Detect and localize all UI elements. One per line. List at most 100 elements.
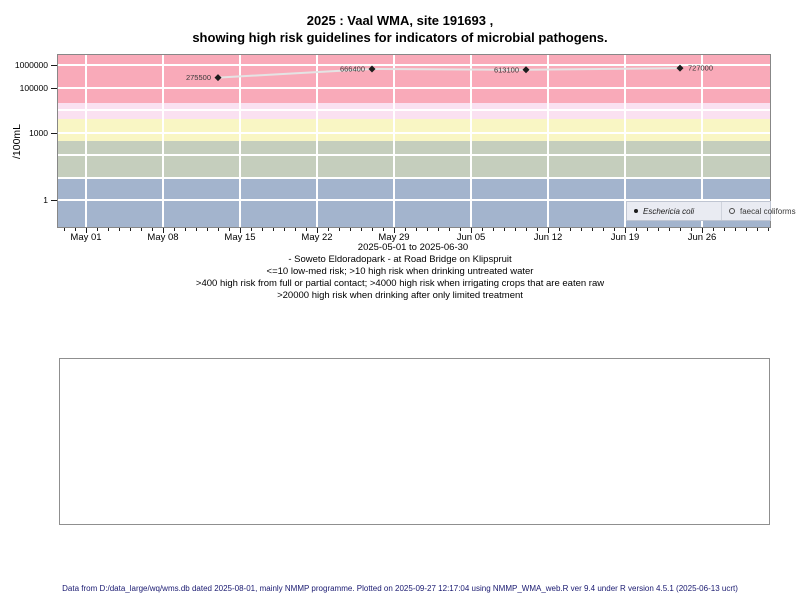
x-minor-tick [174,228,175,231]
x-minor-tick [680,228,681,231]
data-point-label: 613100 [494,65,519,74]
x-minor-tick [350,228,351,231]
h-gridline [58,64,770,66]
v-gridline [316,55,318,227]
empty-panel [59,358,770,525]
data-point-diamond [214,74,222,82]
legend-item-faecal-coliforms: faecal coliforms [721,202,796,220]
x-minor-tick [515,228,516,231]
x-minor-tick [372,228,373,231]
x-minor-tick [141,228,142,231]
data-point-label: 666400 [340,64,365,73]
v-gridline [239,55,241,227]
x-tick-label: May 22 [301,232,333,243]
x-minor-tick [735,228,736,231]
x-minor-tick [152,228,153,231]
x-tick-label: Jun 26 [687,232,717,243]
y-tick-mark [51,65,57,66]
x-tick-mark [702,228,703,233]
x-minor-tick [416,228,417,231]
x-tick-mark [548,228,549,233]
risk-band-400020000 [58,103,770,119]
h-gridline [58,131,770,134]
x-minor-tick [383,228,384,231]
data-point-label: 275500 [186,73,211,82]
v-gridline [85,55,87,227]
x-tick-label: May 01 [70,232,102,243]
data-point-diamond [368,65,376,73]
y-tick-mark [51,132,57,134]
x-minor-tick [119,228,120,231]
y-tick-mark [51,200,57,201]
h-gridline [58,154,770,156]
x-minor-tick [218,228,219,231]
v-gridline [393,55,395,227]
x-minor-tick [526,228,527,231]
x-tick-mark [625,228,626,233]
x-minor-tick [284,228,285,231]
x-tick-mark [163,228,164,233]
chart-title: 2025 : Vaal WMA, site 191693 , showing h… [0,12,800,46]
risk-band-20000 [58,55,770,104]
x-tick-label: Jun 05 [456,232,486,243]
v-gridline [470,55,472,227]
x-minor-tick [328,228,329,231]
y-tick-label: 100000 [19,82,48,93]
x-minor-tick [691,228,692,231]
x-minor-tick [207,228,208,231]
x-tick-mark [317,228,318,233]
y-tick-label: 1 [43,195,48,205]
data-point-diamond [522,66,530,74]
filled-dot-icon [634,209,638,213]
h-gridline [58,199,770,201]
x-minor-tick [438,228,439,231]
x-minor-tick [636,228,637,231]
x-minor-tick [251,228,252,231]
x-minor-tick [273,228,274,231]
series-line [217,67,681,79]
x-tick-label: May 29 [378,232,410,243]
x-tick-mark [471,228,472,233]
caption-line: >400 high risk from full or partial cont… [195,278,605,289]
footer-text: Data from D:/data_large/wq/wms.db dated … [62,584,738,593]
x-tick-label: May 08 [147,232,179,243]
caption-line: - Soweto Eldoradopark - at Road Bridge o… [288,254,512,265]
x-minor-tick [405,228,406,231]
y-tick-label: 1000000 [14,60,48,70]
x-minor-tick [229,228,230,231]
x-minor-tick [130,228,131,231]
h-gridline [58,176,770,179]
x-minor-tick [614,228,615,231]
x-minor-tick [724,228,725,231]
data-point-diamond [676,64,684,72]
caption-line: <=10 low-med risk; >10 high risk when dr… [266,266,534,277]
x-minor-tick [592,228,593,231]
h-gridline [58,109,770,111]
plot-area: 275500 666400 613100 727000 /100mL 1000000 1… [11,54,796,243]
x-minor-tick [108,228,109,231]
x-minor-tick [559,228,560,231]
x-minor-tick [603,228,604,231]
x-minor-tick [295,228,296,231]
chart-title-line1: 2025 : Vaal WMA, site 191693 , [306,13,494,28]
legend-label-faecal-coliforms: faecal coliforms [740,206,796,216]
x-tick-mark [240,228,241,233]
x-minor-tick [713,228,714,231]
x-minor-tick [581,228,582,231]
x-minor-tick [658,228,659,231]
x-minor-tick [537,228,538,231]
v-gridline [701,55,703,227]
x-tick-mark [86,228,87,233]
legend: Eschericia coli faecal coliforms [626,201,796,221]
x-minor-tick [647,228,648,231]
risk-band-10400 [58,141,770,178]
y-tick-mark [51,87,57,89]
x-minor-tick [427,228,428,231]
v-gridline [624,55,626,227]
legend-label-eschericia-coli: Eschericia coli [643,206,695,216]
v-gridline [162,55,164,227]
x-minor-tick [493,228,494,231]
x-minor-tick [75,228,76,231]
x-minor-tick [757,228,758,231]
x-minor-tick [339,228,340,231]
